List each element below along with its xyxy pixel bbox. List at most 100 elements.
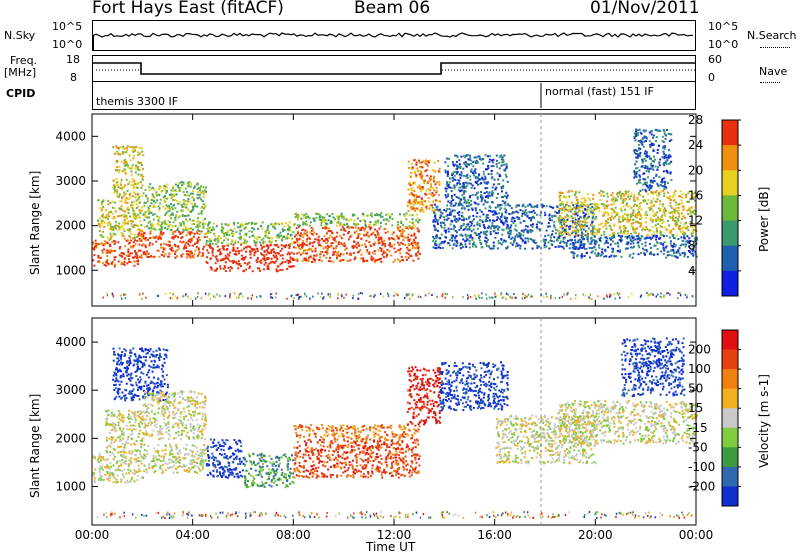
power-cell	[145, 201, 147, 204]
power-cell	[117, 186, 120, 189]
power-cell	[134, 260, 137, 263]
power-cell	[159, 232, 162, 235]
power-cell	[263, 263, 266, 266]
power-cell	[623, 194, 626, 197]
power-cell	[183, 246, 186, 249]
power-cell	[417, 251, 419, 254]
power-cell	[596, 203, 599, 206]
power-cell	[100, 209, 103, 212]
power-cell	[574, 202, 577, 205]
power-cell	[158, 235, 161, 238]
power-cell	[179, 215, 181, 218]
power-cell	[643, 178, 646, 181]
power-cell	[653, 155, 655, 158]
power-cell	[455, 240, 458, 243]
power-cell	[448, 181, 451, 184]
power-cell	[360, 257, 362, 260]
power-cell	[249, 253, 252, 256]
power-cell	[644, 164, 647, 167]
power-cell	[181, 241, 184, 244]
power-cell	[677, 206, 680, 209]
power-cell	[238, 294, 240, 297]
power-cell	[434, 183, 437, 186]
power-cell	[590, 240, 593, 243]
power-cell	[694, 239, 697, 242]
power-cell	[432, 246, 435, 249]
power-cell	[560, 211, 563, 214]
power-cell	[487, 197, 490, 199]
power-cell	[574, 232, 577, 235]
power-cell	[496, 247, 499, 250]
power-cell	[464, 185, 467, 188]
power-cell	[197, 191, 199, 194]
power-cell	[415, 246, 418, 249]
power-cell	[491, 186, 494, 189]
power-cell	[638, 203, 641, 206]
power-cell	[172, 190, 175, 193]
power-cell	[181, 253, 184, 255]
power-cell	[461, 234, 464, 237]
power-cell	[558, 235, 561, 237]
power-cell	[324, 222, 327, 225]
power-cell	[320, 221, 323, 224]
power-cell	[622, 214, 625, 217]
power-cell	[183, 247, 185, 250]
power-cell	[359, 220, 362, 222]
power-cell	[410, 234, 413, 237]
power-cell	[669, 155, 672, 158]
power-cell	[600, 193, 603, 196]
power-cell	[641, 143, 644, 146]
power-cell	[461, 215, 464, 218]
power-cell	[393, 243, 396, 246]
power-cell	[190, 182, 193, 185]
power-cell	[265, 234, 268, 237]
power-cell	[649, 143, 651, 146]
power-cell	[454, 239, 457, 242]
power-cell	[186, 227, 189, 230]
power-cell	[589, 298, 591, 300]
power-cell	[301, 242, 304, 244]
power-cell	[543, 205, 545, 208]
power-cell	[200, 212, 203, 215]
power-cell	[142, 235, 145, 238]
power-cell	[487, 167, 490, 170]
power-cell	[441, 295, 443, 298]
power-cell	[173, 243, 176, 246]
power-cell	[592, 215, 595, 218]
power-cell	[669, 216, 672, 219]
power-cell	[692, 245, 695, 248]
power-cell	[416, 254, 419, 257]
power-cell	[135, 215, 138, 218]
power-cell	[514, 235, 517, 238]
power-cell	[100, 221, 103, 224]
power-cell	[441, 293, 444, 296]
power-cell	[624, 227, 627, 230]
power-cell	[103, 221, 106, 224]
power-cell	[666, 171, 669, 174]
power-cell	[673, 192, 676, 194]
power-cell	[98, 223, 100, 226]
power-cell	[114, 169, 117, 171]
power-cell	[413, 239, 416, 241]
power-cell	[482, 170, 485, 173]
power-cell	[163, 255, 166, 258]
power-cell	[649, 157, 651, 160]
power-cell	[466, 223, 469, 226]
power-cell	[468, 182, 471, 185]
power-cell	[497, 242, 500, 245]
power-cell	[510, 230, 513, 233]
power-cell	[634, 174, 637, 177]
power-cell	[646, 167, 649, 170]
power-cell	[648, 294, 651, 297]
power-cell	[416, 196, 419, 198]
power-cell	[103, 240, 106, 243]
power-cell	[654, 158, 657, 161]
power-cell	[617, 191, 619, 194]
power-cell	[470, 224, 473, 227]
power-cell	[237, 296, 240, 299]
power-cell	[677, 209, 680, 212]
power-cell	[128, 193, 131, 196]
power-cell	[109, 245, 112, 247]
power-cell	[182, 220, 185, 223]
power-cell	[256, 261, 259, 263]
